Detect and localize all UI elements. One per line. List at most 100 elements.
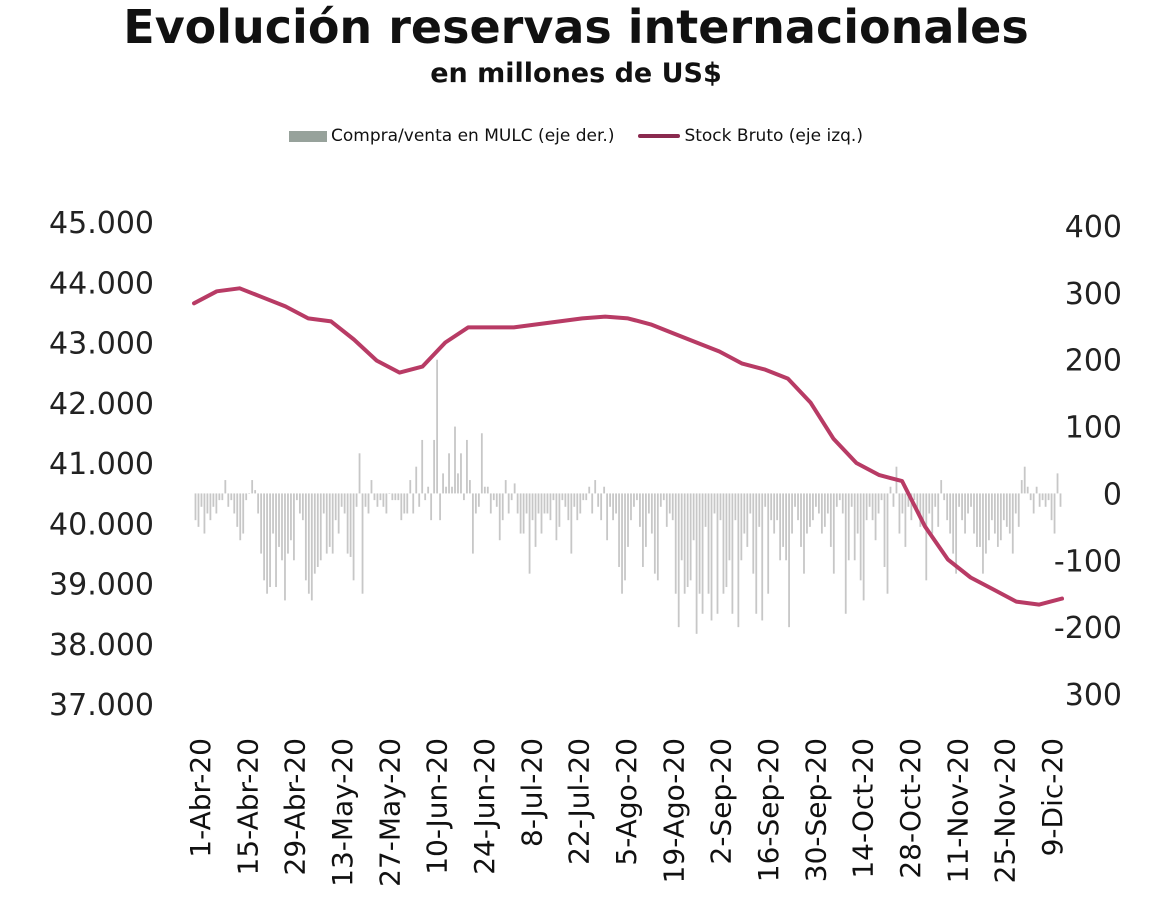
y-right-tick-label: 300 <box>1065 678 1122 713</box>
bar <box>844 493 847 614</box>
bar <box>1017 493 1020 527</box>
x-tick-label: 10-Jun-20 <box>421 738 454 875</box>
bar <box>883 493 886 567</box>
bar <box>588 486 591 494</box>
bar <box>448 453 450 494</box>
bar <box>346 493 349 554</box>
y-right-tick-label: 200 <box>1065 344 1122 379</box>
bar <box>275 493 277 588</box>
bar <box>996 493 999 547</box>
bar <box>806 493 808 534</box>
bar <box>573 493 576 507</box>
bar <box>943 493 946 501</box>
bar <box>200 493 203 507</box>
bar <box>609 493 612 507</box>
bar <box>999 493 1002 541</box>
bar <box>603 486 606 494</box>
x-tick-label: 25-Nov-20 <box>989 738 1022 883</box>
bar <box>737 493 740 628</box>
y-left-tick-label: 43.000 <box>49 327 154 362</box>
bar <box>585 493 588 501</box>
bar <box>480 433 483 494</box>
bar <box>212 493 215 507</box>
bar <box>868 493 871 507</box>
bar <box>695 493 698 634</box>
bar <box>964 493 966 534</box>
bar <box>847 493 850 561</box>
bar <box>803 493 805 574</box>
bar <box>483 486 486 494</box>
bar <box>680 493 683 561</box>
bar <box>313 493 316 574</box>
legend-label-stock: Stock Bruto (eje izq.) <box>684 126 863 146</box>
bar <box>287 493 289 554</box>
bar <box>639 493 641 527</box>
bar <box>1023 466 1026 494</box>
bar <box>322 493 325 514</box>
bar <box>653 493 656 574</box>
bar <box>263 493 265 581</box>
bar <box>767 493 770 594</box>
bar <box>612 493 614 521</box>
bar <box>782 493 785 547</box>
bar <box>272 493 274 534</box>
bar <box>528 493 531 574</box>
bar <box>644 493 647 547</box>
bar <box>686 493 689 588</box>
bar <box>1056 473 1059 494</box>
bar <box>892 493 895 507</box>
bar <box>513 483 516 494</box>
bar <box>221 493 224 501</box>
bar <box>967 493 969 514</box>
bar <box>812 493 814 521</box>
bar <box>382 493 385 507</box>
bar <box>925 493 928 581</box>
y-left-tick-label: 37.000 <box>49 688 154 723</box>
bar <box>516 493 519 514</box>
bar <box>477 493 480 507</box>
x-tick-label: 30-Sep-20 <box>799 738 832 882</box>
bar <box>486 486 489 494</box>
x-tick-label: 5-Ago-20 <box>610 738 643 866</box>
bar <box>436 359 438 494</box>
bar <box>310 493 313 601</box>
bar <box>510 493 513 501</box>
bar <box>564 493 567 507</box>
bar <box>597 493 600 507</box>
bar <box>218 493 221 501</box>
bar <box>934 493 937 507</box>
bar <box>364 493 367 507</box>
bar <box>779 493 782 561</box>
y-right-tick-label: 400 <box>1065 210 1122 245</box>
bar <box>880 493 883 501</box>
bar <box>991 493 993 521</box>
bar <box>952 493 955 554</box>
bar <box>409 480 412 494</box>
bar <box>278 493 280 547</box>
x-tick-label: 27-May-20 <box>373 738 406 887</box>
bar <box>537 493 540 514</box>
bar <box>203 493 206 534</box>
chart-title: Evolución reservas internacionales <box>123 0 1029 54</box>
bar <box>859 493 862 581</box>
bar <box>460 453 462 494</box>
bar <box>627 493 629 547</box>
x-tick-label: 14-Oct-20 <box>847 738 880 879</box>
bar <box>406 493 409 514</box>
bar <box>301 493 304 521</box>
bar <box>800 493 802 547</box>
bar <box>284 493 286 601</box>
bar <box>236 493 239 527</box>
legend-item-stock: Stock Bruto (eje izq.) <box>638 126 863 146</box>
bar <box>319 493 322 561</box>
bar <box>776 493 779 521</box>
bar <box>373 493 376 501</box>
bar <box>433 439 436 494</box>
y-left-tick-label: 40.000 <box>49 507 154 542</box>
bar <box>850 493 853 507</box>
bar <box>307 493 310 594</box>
x-tick-label: 24-Jun-20 <box>468 738 501 875</box>
bar <box>734 493 737 521</box>
bar <box>758 493 761 527</box>
bar <box>985 493 987 554</box>
